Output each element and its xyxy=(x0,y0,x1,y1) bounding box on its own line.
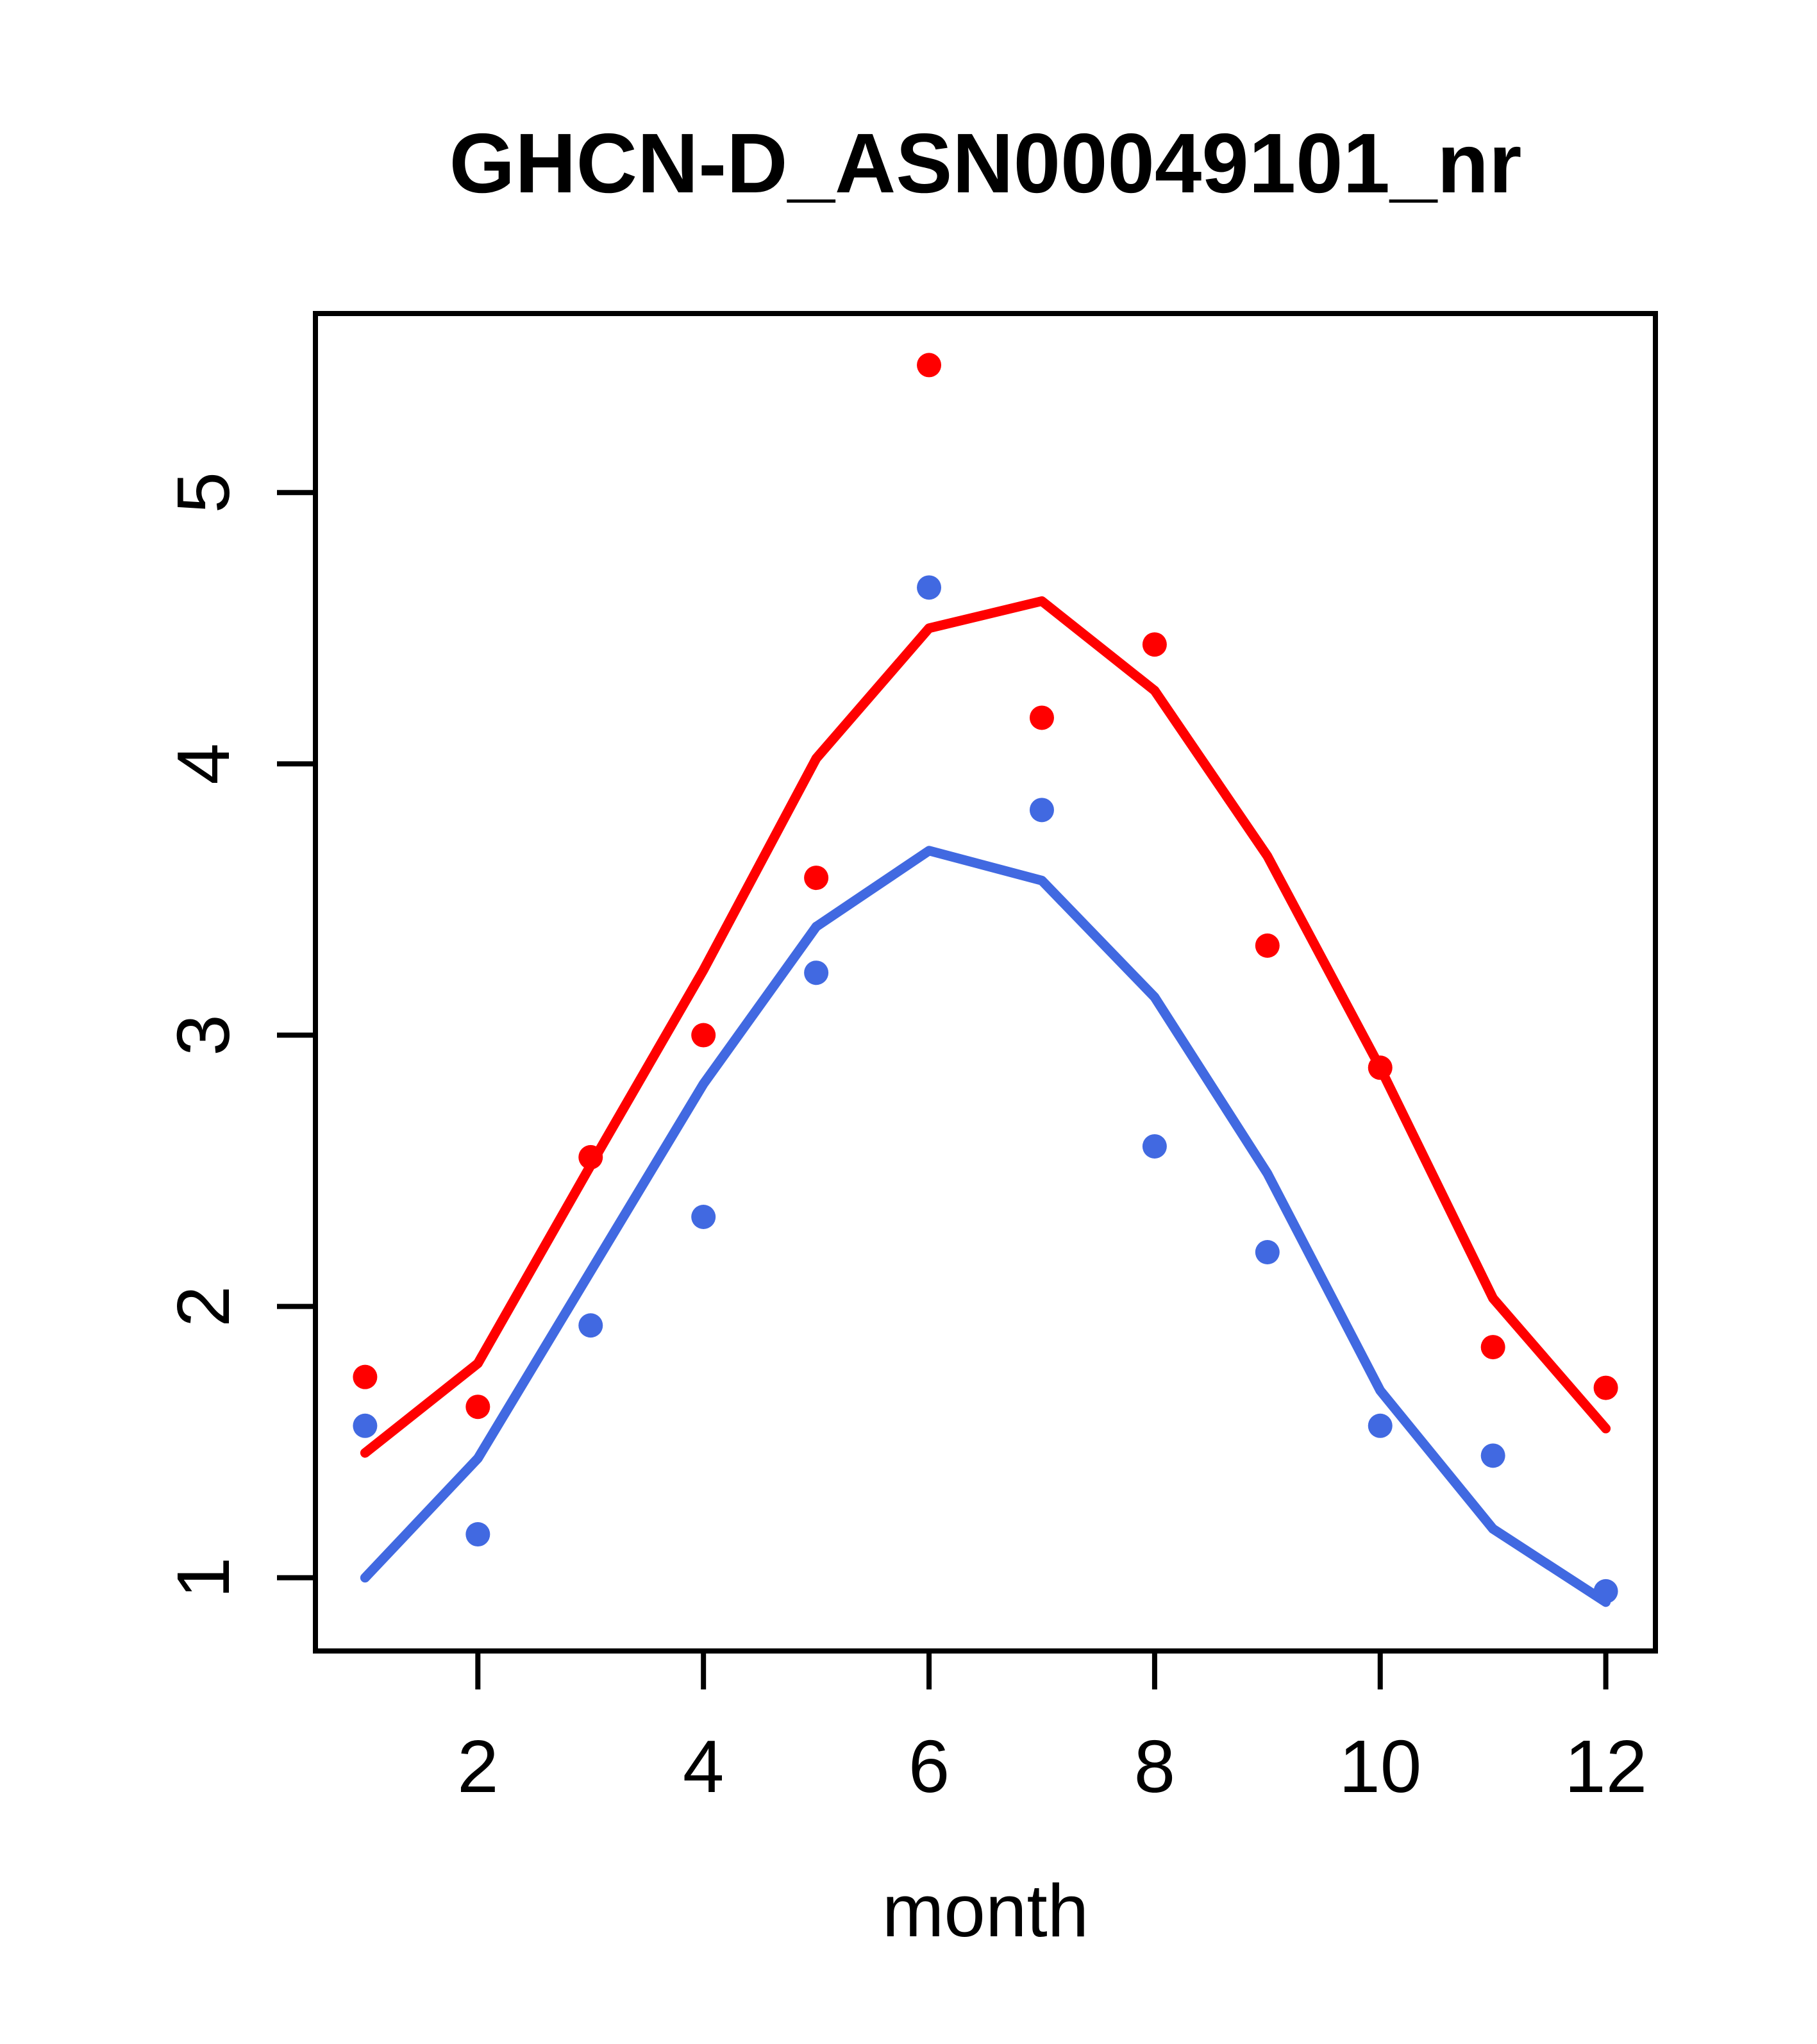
y-axis: 1 2 3 4 5 xyxy=(162,472,315,1598)
red-points-marker-month-10 xyxy=(1368,1055,1393,1080)
blue-points-marker-month-5 xyxy=(804,960,829,985)
blue-line-series xyxy=(360,846,1611,1607)
red-points-marker-month-5 xyxy=(804,866,829,891)
red-points-marker-month-7 xyxy=(1029,705,1054,730)
red-points-marker-month-4 xyxy=(691,1023,716,1048)
x-axis-title: month xyxy=(882,1869,1089,1952)
plot-border xyxy=(313,311,1658,1654)
x-axis: 2 4 6 8 10 12 xyxy=(457,1651,1647,1808)
y-tick-label: 5 xyxy=(162,472,245,514)
y-tick-label: 4 xyxy=(162,743,245,785)
blue-points-marker-month-3 xyxy=(578,1313,603,1338)
y-tick-label: 3 xyxy=(162,1014,245,1056)
blue-points-marker-month-8 xyxy=(1142,1134,1167,1159)
blue-points-marker-month-11 xyxy=(1480,1443,1505,1468)
red-points-marker-month-8 xyxy=(1142,632,1167,657)
blue-points-marker-month-9 xyxy=(1255,1240,1280,1265)
blue-points-marker-month-12 xyxy=(1593,1579,1618,1604)
x-tick-label: 4 xyxy=(683,1725,724,1808)
red-line-series xyxy=(360,596,1611,1458)
x-tick-label: 8 xyxy=(1134,1725,1176,1808)
chart-title: GHCN-D_ASN00049101_nr xyxy=(449,116,1522,210)
x-tick-label: 6 xyxy=(908,1725,950,1808)
blue-points-marker-month-10 xyxy=(1368,1413,1393,1438)
red-points-marker-month-3 xyxy=(578,1144,603,1169)
blue-points-marker-month-2 xyxy=(465,1522,490,1547)
x-tick-label: 2 xyxy=(457,1725,499,1808)
blue-points-marker-month-1 xyxy=(353,1413,378,1438)
blue-points-marker-month-7 xyxy=(1029,798,1054,823)
red-points-marker-month-2 xyxy=(465,1395,490,1420)
x-tick-label: 10 xyxy=(1339,1725,1421,1808)
x-tick-label: 12 xyxy=(1564,1725,1647,1808)
red-points-marker-month-6 xyxy=(917,353,942,378)
red-points-marker-month-1 xyxy=(353,1364,378,1389)
red-points-marker-month-11 xyxy=(1480,1335,1505,1360)
y-tick-label: 2 xyxy=(162,1286,245,1327)
red-points-marker-month-12 xyxy=(1593,1375,1618,1400)
data-series xyxy=(353,353,1618,1607)
y-tick-label: 1 xyxy=(162,1557,245,1598)
red-points-marker-month-9 xyxy=(1255,933,1280,958)
blue-points-marker-month-6 xyxy=(917,575,942,600)
blue-points-marker-month-4 xyxy=(691,1205,716,1230)
